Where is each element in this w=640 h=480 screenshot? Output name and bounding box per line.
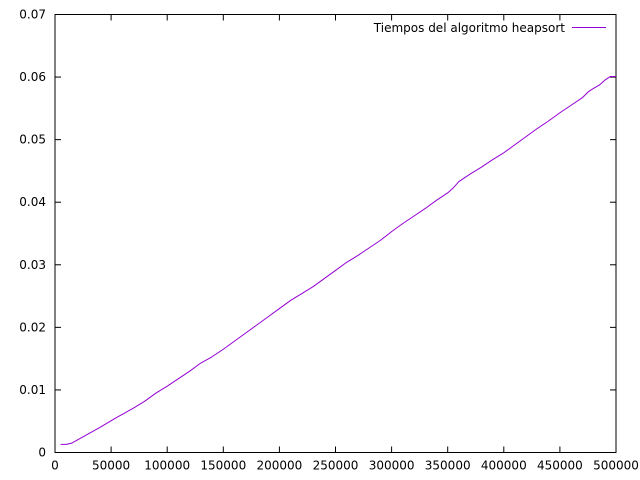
x-tick-label: 50000: [92, 459, 130, 473]
series-line: [60, 75, 616, 445]
legend-label: Tiempos del algoritmo heapsort: [373, 21, 565, 35]
y-tick-label: 0.07: [19, 8, 46, 22]
x-axis-ticks: 0 50000 100000 150000 200000 250000 300000 3500…: [51, 14, 639, 473]
y-tick-label: 0.01: [19, 383, 46, 397]
x-tick-label: 300000: [369, 459, 415, 473]
x-tick-label: 0: [51, 459, 59, 473]
series-layer: [60, 75, 616, 445]
y-tick-label: 0.02: [19, 320, 46, 334]
y-tick-label: 0.05: [19, 133, 46, 147]
y-tick-label: 0.03: [19, 258, 46, 272]
x-tick-label: 200000: [256, 459, 302, 473]
x-tick-label: 450000: [537, 459, 583, 473]
x-tick-label: 150000: [200, 459, 246, 473]
y-tick-label: 0.06: [19, 70, 46, 84]
y-tick-label: 0.04: [19, 195, 46, 209]
x-tick-label: 500000: [593, 459, 639, 473]
y-axis-ticks: 0 0.01 0.02 0.03 0.04 0.05 0.06 0.07: [19, 8, 616, 460]
x-tick-label: 100000: [144, 459, 190, 473]
x-tick-label: 250000: [313, 459, 359, 473]
x-tick-label: 350000: [425, 459, 471, 473]
legend: Tiempos del algoritmo heapsort: [373, 21, 606, 35]
x-tick-label: 400000: [481, 459, 527, 473]
y-tick-label: 0: [38, 446, 46, 460]
